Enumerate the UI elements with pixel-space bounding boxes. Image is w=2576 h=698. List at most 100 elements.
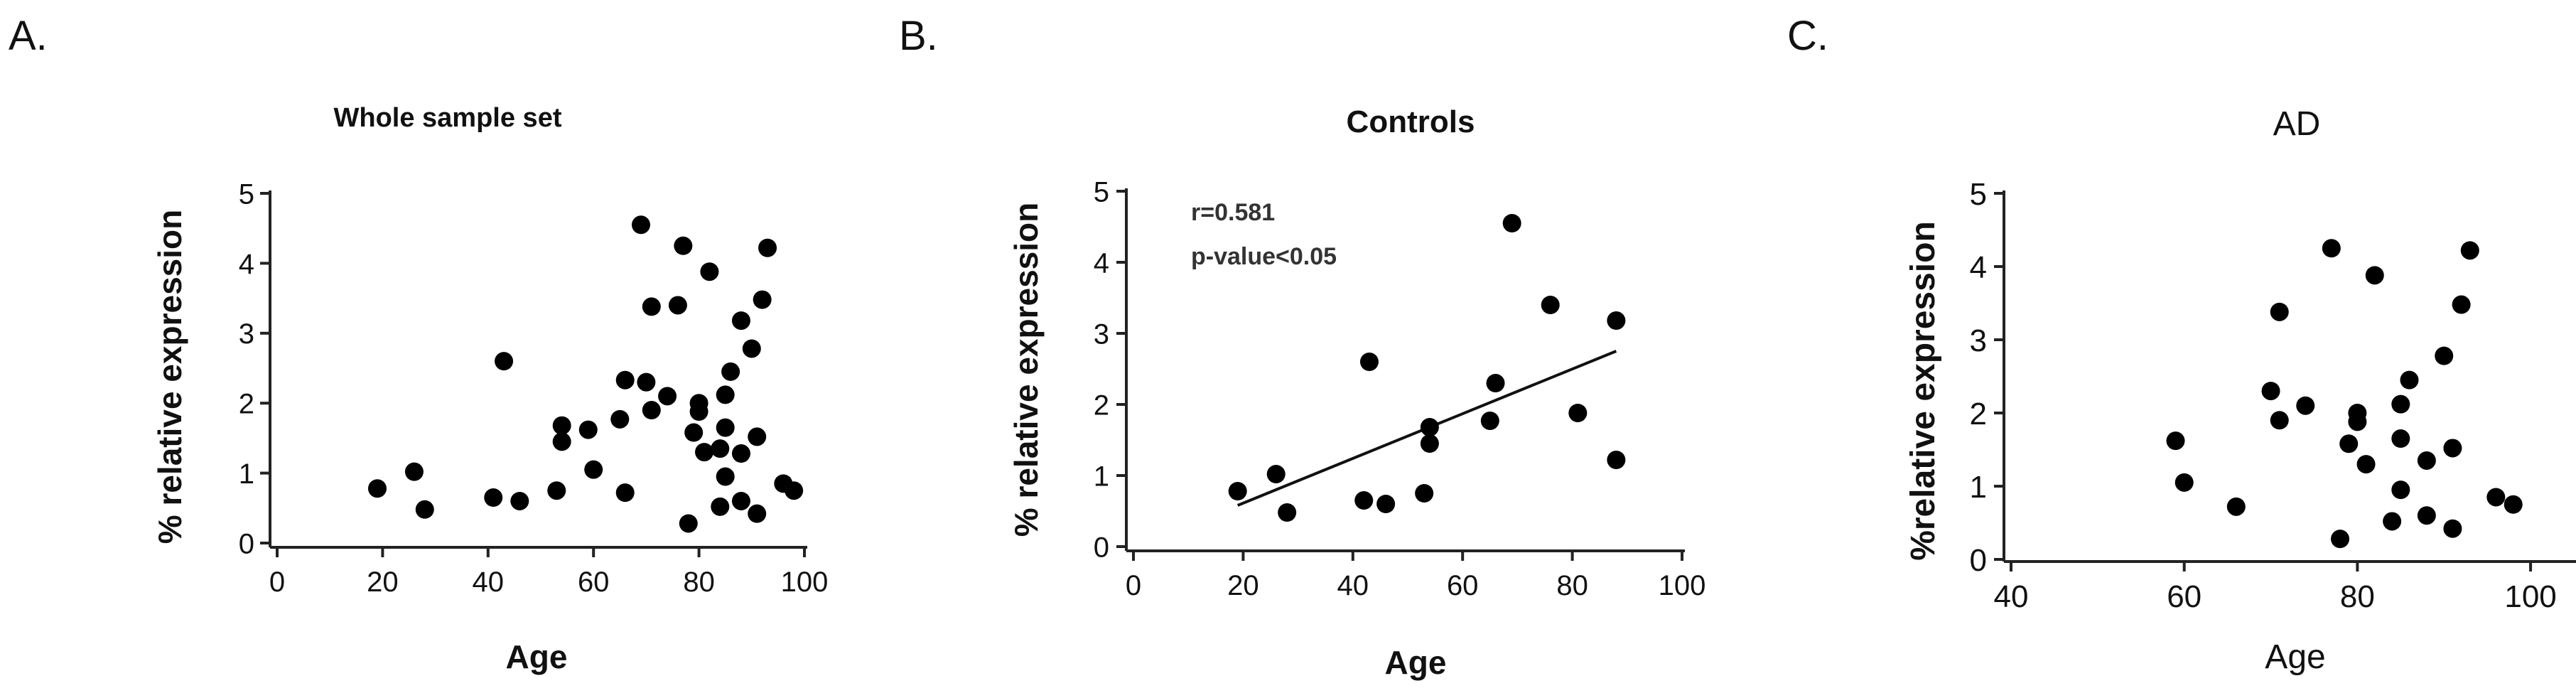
panel-a-point: [415, 500, 434, 519]
panel-b-point: [1420, 418, 1439, 436]
panel-a-point: [716, 418, 735, 437]
panel-a-point: [721, 362, 740, 381]
panel-b-y-tick-label: 0: [1094, 532, 1109, 563]
panel-c-x-tick-label: 80: [2340, 579, 2375, 614]
panel-a-point: [731, 491, 750, 510]
panel-b-y-tick-label: 1: [1094, 461, 1109, 492]
panel-c-point: [2391, 480, 2410, 500]
panel-a-title: Whole sample set: [334, 103, 562, 133]
panel-a: A. Whole sample set % relative expressio…: [9, 13, 828, 675]
panel-a-point: [552, 432, 571, 451]
panel-c: C. AD %relative expression Age 0 1 2 3 4 5 40 6…: [1787, 13, 2576, 676]
panel-c-label: C.: [1787, 13, 1828, 59]
panel-a-point: [674, 236, 693, 255]
panel-a-point: [404, 462, 424, 481]
panel-a-point: [637, 372, 656, 392]
panel-a-label: A.: [9, 13, 48, 59]
panel-a-point: [510, 491, 529, 510]
panel-a-y-tick-label: 3: [239, 318, 254, 350]
panel-c-point: [2391, 394, 2410, 414]
panel-c-title: AD: [2273, 105, 2321, 143]
panel-a-point: [689, 402, 708, 422]
panel-a-x-tick-label: 80: [683, 567, 715, 598]
panel-a-point: [584, 460, 603, 479]
panel-c-point: [2443, 439, 2462, 458]
panel-a-point: [552, 416, 571, 435]
panel-a-point: [658, 387, 677, 406]
panel-c-point: [2348, 412, 2367, 431]
panel-c-x-tick-label: 60: [2167, 579, 2202, 614]
panel-c-plot: 0 1 2 3 4 5 40 60 80 100: [1970, 177, 2576, 614]
panel-b-y-tick-label: 2: [1094, 390, 1109, 421]
panel-a-point: [716, 385, 735, 404]
panel-a-point: [748, 427, 767, 446]
panel-c-x-axis-label: Age: [2265, 638, 2325, 676]
panel-c-point: [2270, 411, 2289, 430]
panel-b-point: [1502, 214, 1521, 232]
panel-a-point: [615, 370, 635, 390]
panel-a-point: [631, 215, 650, 235]
panel-c-point: [2417, 506, 2436, 525]
panel-a-point: [547, 481, 566, 500]
panel-c-x-tick-label: 100: [2504, 579, 2556, 614]
panel-c-point: [2391, 429, 2410, 449]
panel-c-point: [2383, 512, 2402, 531]
panel-a-x-axis-label: Age: [506, 638, 568, 675]
panel-c-y-axis-label: %relative expression: [1904, 221, 1942, 561]
panel-b-point: [1354, 491, 1374, 510]
panel-a-y-tick-label: 4: [239, 249, 254, 280]
panel-c-point: [2339, 434, 2359, 453]
panel-c-point: [2166, 431, 2185, 451]
panel-b-y-tick-label: 5: [1094, 176, 1109, 208]
panel-a-y-axis-label: % relative expression: [151, 210, 188, 544]
panel-c-point: [2356, 455, 2376, 474]
panel-c-point: [2261, 382, 2280, 401]
panel-c-point: [2452, 295, 2471, 314]
panel-c-point: [2417, 451, 2436, 470]
panel-b-point: [1278, 503, 1297, 522]
panel-c-point: [2226, 497, 2246, 516]
panel-a-point: [716, 467, 735, 486]
panel-a-point: [695, 443, 714, 462]
panel-a-point: [484, 488, 503, 508]
panel-b-x-tick-label: 0: [1126, 570, 1141, 601]
panel-a-point: [753, 290, 772, 309]
panel-b-y-axis-label: % relative expression: [1008, 203, 1045, 537]
panel-b-point: [1415, 484, 1434, 503]
panel-a-point: [642, 401, 661, 420]
panel-b-title: Controls: [1347, 104, 1475, 139]
panel-b-point: [1376, 495, 1396, 513]
panel-a-point: [700, 262, 719, 281]
panel-c-point: [2331, 530, 2350, 549]
panel-b-x-tick-label: 80: [1556, 570, 1588, 601]
panel-a-x-tick-label: 0: [269, 567, 285, 598]
panel-c-point: [2400, 370, 2419, 390]
panel-a-point: [642, 297, 661, 316]
panel-a-x-tick-label: 100: [781, 567, 829, 598]
panel-a-point: [748, 504, 767, 523]
panel-a-point: [758, 238, 777, 257]
panel-b: B. Controls % relative expression Age r=…: [899, 13, 1705, 681]
panel-b-plot: 0 1 2 3 4 5 0 20 40 60 80 100: [1094, 176, 1706, 601]
panel-c-y-tick-label: 0: [1970, 543, 1987, 578]
panel-b-label: B.: [899, 13, 938, 59]
panel-b-y-tick-label: 3: [1094, 318, 1109, 350]
panel-b-point: [1607, 311, 1626, 330]
panel-a-point: [711, 439, 730, 458]
panel-b-point: [1568, 404, 1588, 422]
panel-b-annotation-p: p-value<0.05: [1191, 243, 1337, 270]
panel-c-point: [2296, 396, 2315, 415]
panel-b-point: [1359, 353, 1379, 371]
panel-a-y-tick-label: 1: [239, 458, 254, 490]
panel-c-y-tick-label: 1: [1970, 470, 1987, 505]
panel-a-point: [711, 497, 730, 516]
panel-b-y-tick-label: 4: [1094, 247, 1109, 279]
panel-c-point: [2270, 302, 2289, 321]
panel-c-y-tick-label: 3: [1970, 323, 1987, 358]
panel-a-plot: 0 1 2 3 4 5 0 20 40 60 80 100: [239, 178, 829, 598]
panel-b-point: [1480, 412, 1499, 430]
panel-b-point: [1607, 451, 1626, 469]
panel-c-x-tick-label: 40: [1994, 579, 2029, 614]
